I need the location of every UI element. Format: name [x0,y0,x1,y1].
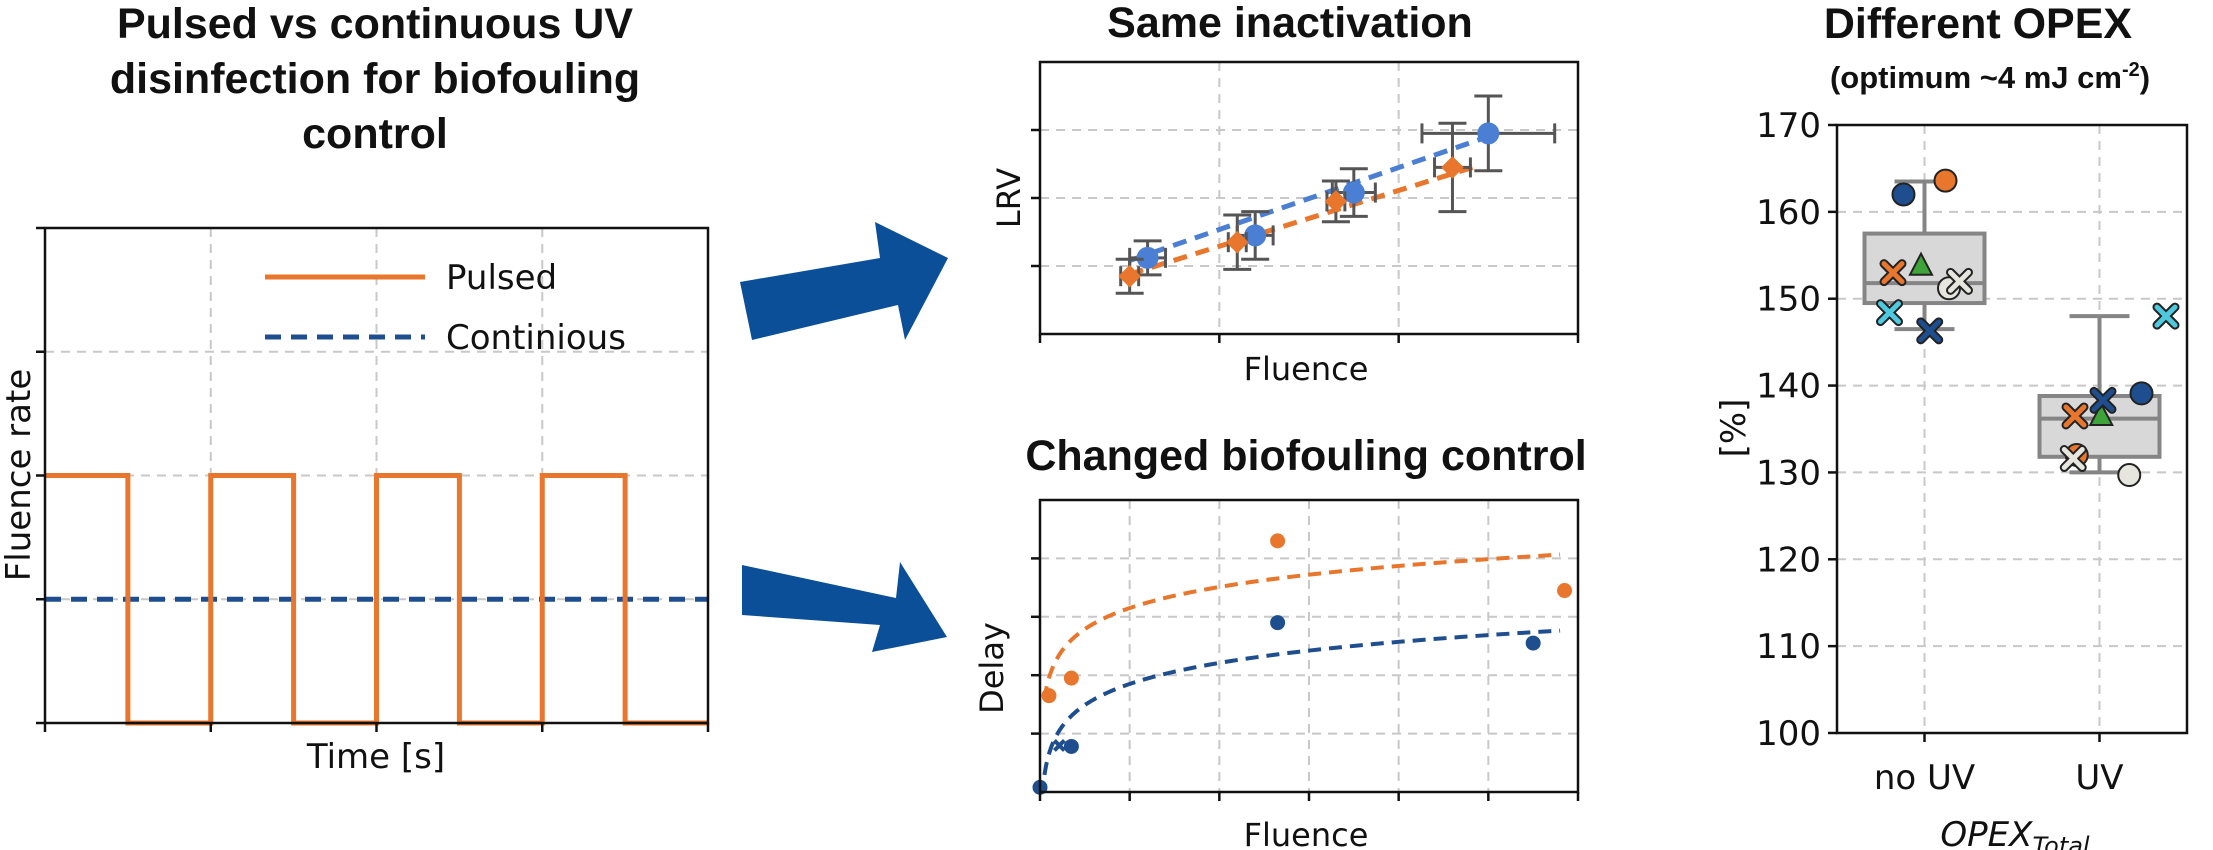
biofouling-y-axis-label: Delay [973,622,1011,714]
biofouling-point [1063,670,1079,686]
opex-y-tick-label: 130 [1756,453,1821,493]
opex-subtitle-end: ) [2140,60,2150,95]
opex-y-tick-label: 150 [1756,280,1821,320]
biofouling-fit-lines [1042,552,1561,776]
biofouling-point [1525,635,1541,651]
biofouling-point [1557,583,1573,599]
inactivation-y-axis-label: LRV [990,168,1028,228]
opex-point-x [2061,447,2085,471]
opex-panel: Different OPEX (optimum ~4 mJ cm-2) 1001… [1714,0,2189,850]
opex-point-circle [1891,182,1916,207]
inactivation-fit-line [1128,162,1481,277]
schedule-y-axis-label: Fluence rate [0,369,39,582]
biofouling-fit-curve [1042,552,1561,700]
opex-point-x [1948,269,1971,293]
opex-x-axis-label: OPEXTotal [1940,815,2090,850]
schedule-title-line-2: disinfection for biofouling [110,55,640,103]
biofouling-panel: Changed biofouling control Fluence Delay [973,432,1587,850]
opex-point-triangle [2088,401,2114,426]
inactivation-point-circle [1136,246,1159,269]
opex-x-tick-label: no UV [1874,758,1975,798]
schedule-title-line-3: control [302,110,448,158]
biofouling-gridlines [1040,500,1578,792]
inactivation-point-diamond [1118,264,1141,288]
opex-subtitle-superscript: -2 [2122,59,2140,81]
opex-point-x [2063,404,2087,428]
opex-point-x [2154,304,2178,328]
opex-y-tick-label: 120 [1756,540,1821,580]
opex-point-x [2091,388,2115,412]
biofouling-fit-curve [1042,628,1561,776]
opex-point-circle [1933,168,1958,193]
schedule-panel: Pulsed vs continuous UV disinfection for… [0,0,710,777]
opex-ticks: 100 110 120 130 140 150 160 170 no UV UV [1756,106,2123,798]
opex-y-tick-label: 110 [1756,627,1821,667]
opex-point-circle [2129,381,2154,406]
opex-y-tick-label: 100 [1756,714,1821,754]
schedule-legend: Pulsed Continious [265,258,626,358]
biofouling-point [1270,615,1286,631]
opex-title: Different OPEX [1824,0,2133,48]
opex-x-tick-label: UV [2075,758,2123,798]
inactivation-x-axis-label: Fluence [1244,350,1369,388]
opex-points [1876,168,2180,488]
opex-y-axis-label: [%] [1714,399,1754,458]
inactivation-fit-line [1128,131,1499,263]
inactivation-title: Same inactivation [1107,0,1473,47]
opex-y-tick-label: 170 [1756,106,1821,146]
legend-label-continious: Continious [446,318,626,358]
inactivation-points [1115,94,1557,295]
biofouling-ticks [1031,557,1580,801]
schedule-x-axis-label: Time [s] [306,737,445,777]
inactivation-ticks [1031,128,1580,343]
opex-y-tick-label: 160 [1756,193,1821,233]
opex-point-x [1878,301,1901,325]
inactivation-panel: Same inactivation Fluence LRV [990,0,1580,388]
legend-label-pulsed: Pulsed [446,258,557,298]
opex-point-triangle [1908,251,1934,276]
schedule-title-line-1: Pulsed vs continuous UV [117,0,633,48]
opex-subtitle: (optimum ~4 mJ cm-2) [1830,59,2150,95]
biofouling-x-axis-label: Fluence [1244,816,1369,850]
inactivation-fit-lines [1128,131,1499,277]
inactivation-point-circle [1342,181,1365,204]
arrow-to-inactivation [740,222,948,340]
biofouling-points [1032,533,1573,795]
biofouling-title: Changed biofouling control [1025,432,1586,480]
biofouling-point [1041,688,1057,704]
biofouling-point-x [1052,739,1066,752]
opex-plot-frame [1835,123,2189,735]
arrow-to-biofouling [742,562,947,652]
inactivation-point-circle [1244,224,1267,247]
opex-boxes [1862,179,2162,475]
opex-point-x [1881,261,1905,285]
opex-point-x [1918,319,1942,343]
biofouling-point [1270,533,1286,549]
biofouling-point [1063,738,1079,754]
schedule-ticks [36,226,710,732]
opex-x-axis-label-subscript: Total [2032,832,2089,850]
inactivation-point-circle [1477,122,1500,145]
opex-point-circle [2117,463,2142,488]
opex-y-tick-label: 140 [1756,367,1821,407]
